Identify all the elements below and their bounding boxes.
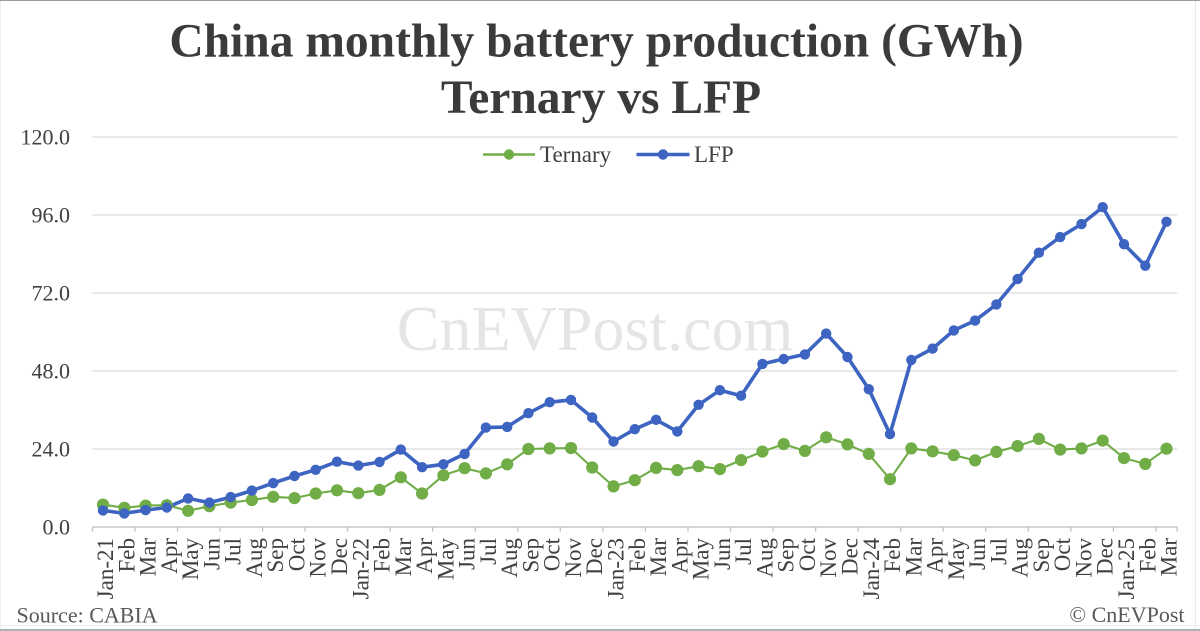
svg-text:China monthly battery producti: China monthly battery production (GWh)	[169, 16, 1023, 68]
svg-text:Nov: Nov	[561, 538, 586, 578]
svg-text:Mar: Mar	[901, 538, 926, 577]
svg-text:Sep: Sep	[774, 538, 799, 573]
svg-text:Dec: Dec	[1093, 538, 1118, 575]
svg-text:Oct: Oct	[285, 537, 310, 571]
svg-text:24.0: 24.0	[32, 437, 71, 462]
svg-text:LFP: LFP	[694, 142, 734, 167]
svg-text:72.0: 72.0	[32, 281, 71, 306]
svg-text:Mar: Mar	[646, 538, 671, 577]
svg-text:Jan-24: Jan-24	[859, 538, 884, 600]
svg-text:Apr: Apr	[157, 538, 182, 574]
svg-text:Jan-25: Jan-25	[1114, 538, 1139, 599]
svg-text:Apr: Apr	[412, 538, 437, 574]
svg-text:Oct: Oct	[1050, 537, 1075, 571]
svg-text:Feb: Feb	[880, 538, 905, 573]
svg-text:120.0: 120.0	[21, 125, 71, 150]
svg-text:Jun: Jun	[199, 538, 224, 570]
svg-text:Aug: Aug	[752, 538, 777, 578]
svg-text:© CnEVPost: © CnEVPost	[1069, 602, 1184, 627]
svg-text:Apr: Apr	[667, 538, 692, 574]
svg-text:Feb: Feb	[114, 538, 139, 573]
svg-text:Ternary vs LFP: Ternary vs LFP	[441, 72, 761, 124]
svg-text:Jul: Jul	[221, 538, 246, 565]
svg-text:Feb: Feb	[625, 538, 650, 573]
svg-text:48.0: 48.0	[32, 359, 71, 384]
svg-text:Mar: Mar	[391, 538, 416, 577]
svg-text:Dec: Dec	[327, 538, 352, 575]
svg-text:Jun: Jun	[965, 538, 990, 570]
svg-text:Aug: Aug	[497, 538, 522, 578]
svg-text:Nov: Nov	[1072, 538, 1097, 578]
svg-text:Mar: Mar	[1157, 538, 1182, 577]
svg-text:0.0: 0.0	[43, 515, 71, 540]
svg-text:Jan-23: Jan-23	[604, 538, 629, 599]
svg-text:CnEVPost.com: CnEVPost.com	[397, 293, 793, 364]
svg-text:Jan-21: Jan-21	[93, 538, 118, 599]
svg-text:Sep: Sep	[1029, 538, 1054, 573]
svg-text:May: May	[433, 538, 458, 581]
svg-text:Sep: Sep	[263, 538, 288, 573]
svg-text:Jul: Jul	[731, 538, 756, 565]
svg-text:Feb: Feb	[370, 538, 395, 573]
svg-text:Ternary: Ternary	[540, 142, 612, 167]
svg-text:Source: CABIA: Source: CABIA	[17, 603, 158, 628]
svg-text:Jan-22: Jan-22	[348, 538, 373, 599]
svg-text:Aug: Aug	[1008, 538, 1033, 578]
svg-text:96.0: 96.0	[32, 203, 71, 228]
svg-text:Apr: Apr	[923, 538, 948, 574]
svg-text:Jul: Jul	[986, 538, 1011, 565]
svg-text:May: May	[689, 538, 714, 581]
svg-text:Nov: Nov	[816, 538, 841, 578]
svg-text:Oct: Oct	[795, 537, 820, 571]
svg-text:Jun: Jun	[710, 538, 735, 570]
svg-text:Oct: Oct	[540, 537, 565, 571]
svg-text:Dec: Dec	[838, 538, 863, 575]
svg-text:Aug: Aug	[242, 538, 267, 578]
svg-text:May: May	[944, 538, 969, 581]
svg-text:Jun: Jun	[455, 538, 480, 570]
svg-text:May: May	[178, 538, 203, 581]
svg-text:Dec: Dec	[582, 538, 607, 575]
svg-text:Sep: Sep	[518, 538, 543, 573]
svg-text:Mar: Mar	[136, 538, 161, 577]
svg-text:Jul: Jul	[476, 538, 501, 565]
svg-text:Feb: Feb	[1135, 538, 1160, 573]
svg-text:Nov: Nov	[306, 538, 331, 578]
